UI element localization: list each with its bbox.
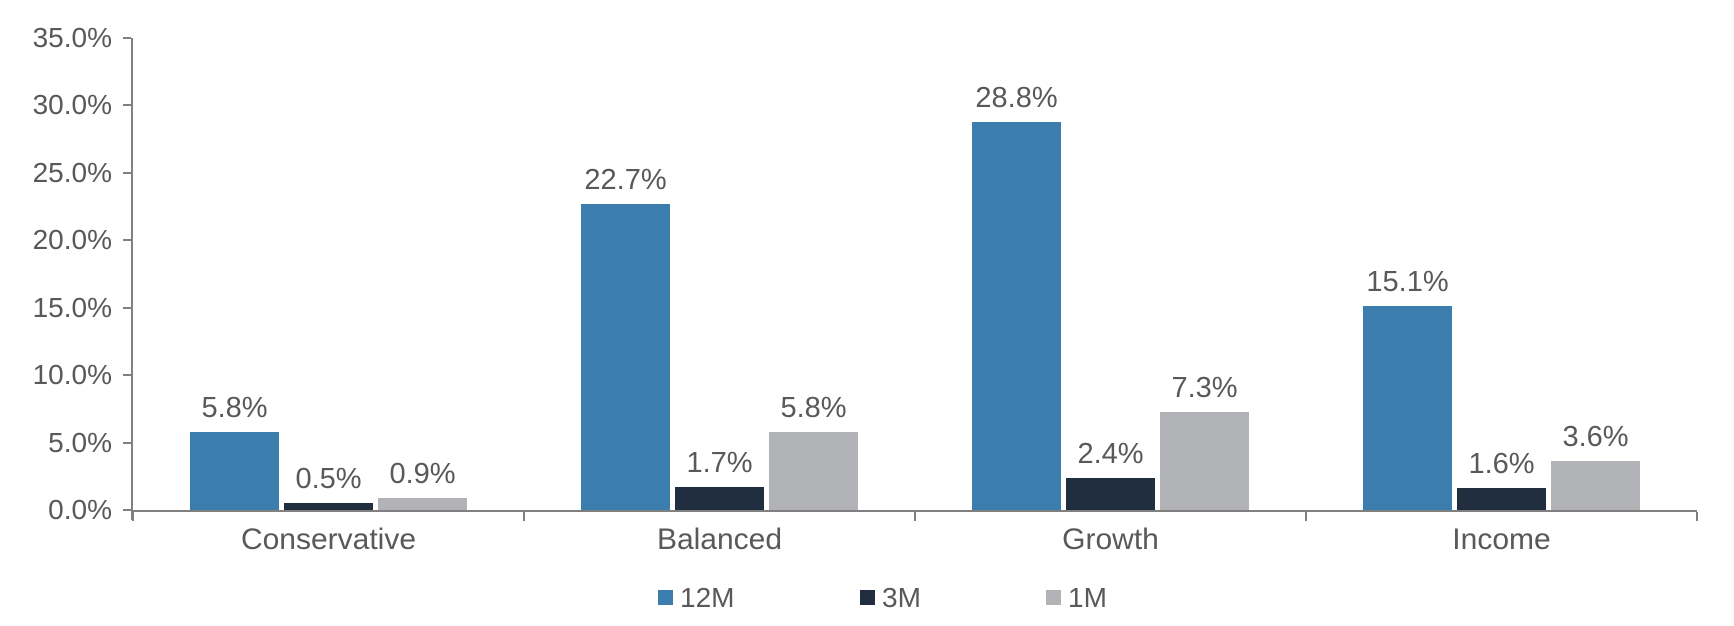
bar-3m-conservative	[284, 503, 373, 510]
y-axis-tick	[123, 442, 131, 444]
y-axis-tick-label: 5.0%	[48, 427, 112, 458]
data-label: 28.8%	[975, 82, 1058, 114]
x-axis-label-balanced: Balanced	[656, 523, 783, 556]
x-axis-label-growth: Growth	[1062, 523, 1159, 556]
bar-1m-growth	[1160, 412, 1249, 510]
legend-swatch-12m	[658, 590, 673, 605]
data-label: 22.7%	[584, 164, 667, 196]
y-axis-tick	[123, 37, 131, 39]
y-axis-tick	[123, 307, 131, 309]
legend-item-12m: 12M	[658, 582, 778, 613]
bar-3m-income	[1457, 488, 1546, 510]
bar-12m-growth	[972, 122, 1061, 510]
x-axis-tick	[914, 512, 916, 521]
data-label: 0.9%	[389, 458, 456, 490]
data-label: 5.8%	[201, 392, 268, 424]
bar-3m-balanced	[675, 487, 764, 510]
data-label: 1.6%	[1468, 448, 1535, 480]
bar-12m-conservative	[190, 432, 279, 510]
data-label: 5.8%	[780, 392, 847, 424]
bar-1m-balanced	[769, 432, 858, 510]
y-axis-tick	[123, 239, 131, 241]
y-axis-tick-label: 10.0%	[32, 359, 112, 390]
y-axis-tick-label: 0.0%	[48, 494, 112, 525]
data-label: 3.6%	[1562, 421, 1629, 453]
bar-1m-conservative	[378, 498, 467, 510]
y-axis-tick	[123, 509, 131, 511]
data-label: 15.1%	[1366, 266, 1449, 298]
data-label: 2.4%	[1077, 438, 1144, 470]
legend-item-1m: 1M	[1046, 582, 1166, 613]
bar-12m-income	[1363, 306, 1452, 510]
legend-label-3m: 3M	[882, 582, 921, 613]
x-axis-label-income: Income	[1452, 523, 1551, 556]
legend-swatch-3m	[860, 590, 875, 605]
y-axis-line	[131, 38, 133, 520]
y-axis-tick-label: 35.0%	[32, 22, 112, 53]
data-label: 7.3%	[1171, 372, 1238, 404]
bar-3m-growth	[1066, 478, 1155, 510]
x-axis-line	[133, 510, 1697, 512]
data-label: 1.7%	[686, 447, 753, 479]
x-axis-tick	[132, 512, 134, 521]
legend-swatch-1m	[1046, 590, 1061, 605]
bar-1m-income	[1551, 461, 1640, 510]
x-axis-tick	[1696, 512, 1698, 521]
x-axis-tick	[523, 512, 525, 521]
y-axis-tick	[123, 104, 131, 106]
legend-label-12m: 12M	[680, 582, 735, 613]
y-axis-tick-label: 25.0%	[32, 157, 112, 188]
y-axis-tick-label: 30.0%	[32, 89, 112, 120]
y-axis-tick	[123, 374, 131, 376]
y-axis-tick	[123, 172, 131, 174]
legend-item-3m: 3M	[860, 582, 980, 613]
bar-12m-balanced	[581, 204, 670, 510]
y-axis-tick-label: 15.0%	[32, 292, 112, 323]
data-label: 0.5%	[295, 463, 362, 495]
x-axis-label-conservative: Conservative	[240, 523, 417, 556]
y-axis-tick-label: 20.0%	[32, 224, 112, 255]
x-axis-tick	[1305, 512, 1307, 521]
legend-label-1m: 1M	[1068, 582, 1107, 613]
